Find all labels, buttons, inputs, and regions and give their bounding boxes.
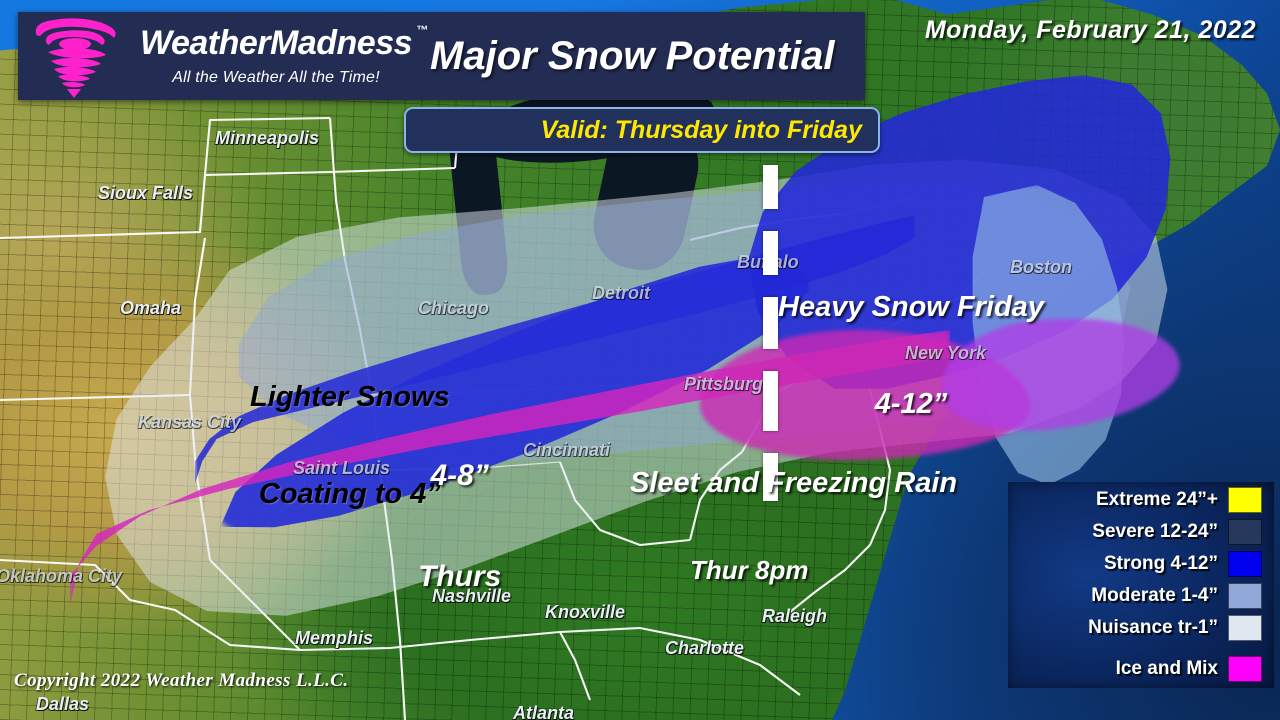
tornado-icon xyxy=(18,12,136,100)
legend-rows: Extreme 24”+ Severe 12-24” Strong 4-12” Mod… xyxy=(1008,486,1274,683)
annotation-line-2: Coating to 4” xyxy=(258,478,441,511)
date-stamp: Monday, February 21, 2022 xyxy=(924,16,1256,44)
legend-swatch xyxy=(1228,583,1262,609)
annotation-line-1: Lighter Snows xyxy=(250,380,450,413)
legend-swatch xyxy=(1228,519,1262,545)
annotation-lighter-snows: Lighter Snows Coating to 4” xyxy=(250,316,450,576)
timing-dashed-line xyxy=(763,165,778,501)
annotation-line-1: 4-8” xyxy=(430,459,489,493)
brand-name-text: WeatherMadness xyxy=(140,23,413,62)
annotation-four-eight-thurs: 4-8” Thurs xyxy=(418,392,501,661)
annotation-thur-8pm: Thur 8pm xyxy=(690,498,808,644)
brand-block: WeatherMadness ™ All the Weather All the … xyxy=(136,23,429,87)
annotation-sleet-freezing-rain: Sleet and Freezing Rain xyxy=(630,402,957,564)
annotation-line-1: Sleet and Freezing Rain xyxy=(630,466,958,499)
brand-tagline: All the Weather All the Time! xyxy=(172,68,380,86)
legend-row: Strong 4-12” xyxy=(1008,550,1274,578)
legend-row: Moderate 1-4” xyxy=(1008,582,1274,610)
legend-row: Nuisance tr-1” xyxy=(1008,614,1274,642)
annotation-line-1: Heavy Snow Friday xyxy=(778,290,1044,323)
legend-swatch xyxy=(1228,656,1262,682)
legend-swatch xyxy=(1228,487,1262,513)
dash-segment xyxy=(763,453,778,501)
legend-row: Severe 12-24” xyxy=(1008,518,1274,546)
legend-row: Ice and Mix xyxy=(1008,655,1274,683)
copyright-notice: Copyright 2022 Weather Madness L.L.C. xyxy=(14,670,349,691)
legend-swatch xyxy=(1228,551,1262,577)
dash-segment xyxy=(763,231,778,275)
annotation-line-1: Thur 8pm xyxy=(690,555,809,586)
header-banner: WeatherMadness ™ All the Weather All the … xyxy=(18,12,865,100)
dash-segment xyxy=(763,371,778,431)
annotation-heavy-snow-friday: Heavy Snow Friday 4-12” xyxy=(778,226,1044,486)
annotation-line-2: Thurs xyxy=(418,559,502,593)
dash-segment xyxy=(763,165,778,209)
page-title: Major Snow Potential xyxy=(430,33,835,78)
annotation-line-2: 4-12” xyxy=(874,388,948,421)
legend-swatch xyxy=(1228,615,1262,641)
legend-label: Nuisance tr-1” xyxy=(1088,617,1218,638)
legend-label: Severe 12-24” xyxy=(1092,521,1218,542)
brand-name: WeatherMadness ™ xyxy=(140,23,429,62)
legend-label: Moderate 1-4” xyxy=(1091,585,1218,606)
trademark-symbol: ™ xyxy=(416,22,429,37)
legend-label: Ice and Mix xyxy=(1115,658,1218,679)
legend-label: Strong 4-12” xyxy=(1103,553,1218,574)
legend-label: Extreme 24”+ xyxy=(1096,489,1218,510)
valid-period-text: Valid: Thursday into Friday xyxy=(540,115,862,144)
valid-period-banner: Valid: Thursday into Friday xyxy=(404,107,880,153)
dash-segment xyxy=(763,297,778,349)
legend-panel: Extreme 24”+ Severe 12-24” Strong 4-12” Mod… xyxy=(1008,482,1274,688)
legend-row: Extreme 24”+ xyxy=(1008,486,1274,514)
